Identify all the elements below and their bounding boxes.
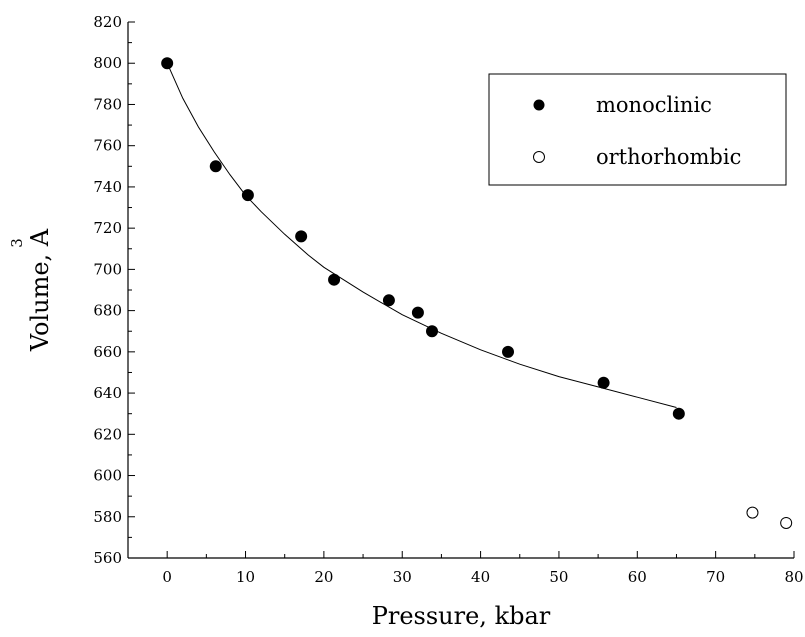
legend-label-monoclinic: monoclinic [596,93,712,117]
y-tick-label: 800 [93,54,122,72]
x-tick-label: 10 [236,568,255,586]
y-tick-label: 600 [93,467,122,485]
legend: monoclinic orthorhombic [488,73,787,186]
legend-marker-monoclinic-icon [533,99,545,111]
point-monoclinic [597,376,610,389]
point-monoclinic [241,189,254,202]
x-tick-label: 40 [471,568,490,586]
y-axis-title-superscript: 3 [8,238,26,248]
y-tick-label: 560 [93,549,122,567]
point-orthorhombic [746,506,759,519]
point-monoclinic [502,345,515,358]
y-axis-title-group: Volume, A [26,228,54,352]
y-tick-label: 780 [93,95,122,113]
point-monoclinic [328,273,341,286]
x-tick-label: 50 [549,568,568,586]
point-monoclinic [672,407,685,420]
legend-label-orthorhombic: orthorhombic [596,145,741,169]
x-tick-label: 60 [628,568,647,586]
y-tick-label: 660 [93,343,122,361]
y-tick-label: 700 [93,260,122,278]
y-tick-label: 740 [93,178,122,196]
point-monoclinic [426,325,439,338]
y-tick-label: 680 [93,302,122,320]
data-points [161,57,793,529]
x-tick-label: 0 [162,568,172,586]
x-tick-label: 80 [784,568,803,586]
y-tick-label: 640 [93,384,122,402]
legend-marker-orthorhombic-icon [533,151,545,163]
point-monoclinic [295,230,308,243]
y-tick-label: 820 [93,13,122,31]
x-axis-title: Pressure, kbar [372,602,551,630]
y-tick-label: 580 [93,508,122,526]
y-axis-ticks: 560 580 600 620 640 660 680 700 720 740 760 780 800 8… [93,13,135,567]
point-monoclinic [382,294,395,307]
y-tick-label: 620 [93,425,122,443]
point-monoclinic [411,306,424,319]
x-axis-ticks: 0 10 20 30 40 50 60 70 80 [127,551,804,586]
fit-curve-line [166,62,677,408]
x-tick-label: 30 [393,568,412,586]
point-orthorhombic [780,516,793,529]
y-axis-title: Volume, A [26,228,54,352]
x-tick-label: 70 [706,568,725,586]
point-monoclinic [161,57,174,70]
point-monoclinic [209,160,222,173]
x-tick-label: 20 [314,568,333,586]
y-tick-label: 720 [93,219,122,237]
legend-box [488,73,787,186]
y-tick-label: 760 [93,137,122,155]
